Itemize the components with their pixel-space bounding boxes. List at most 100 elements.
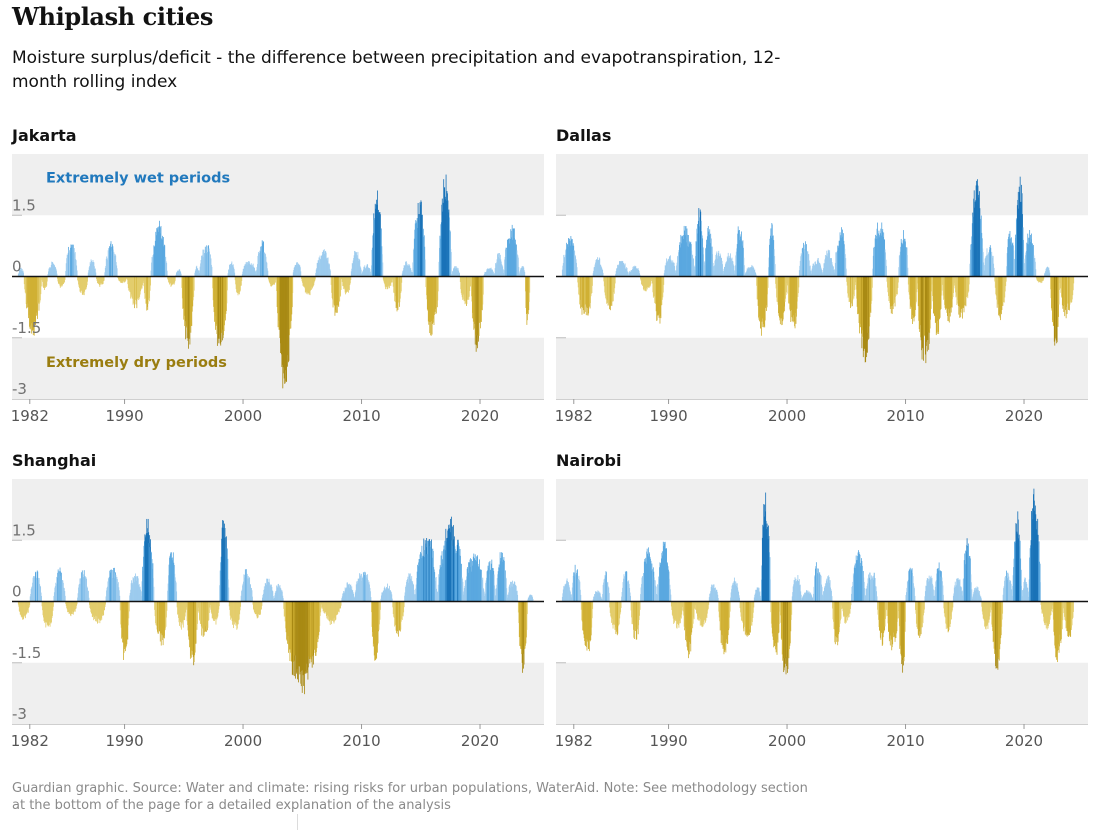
bar <box>829 580 831 602</box>
bar <box>38 578 40 602</box>
bar <box>649 276 651 287</box>
bar <box>1065 276 1067 319</box>
bar <box>854 276 856 291</box>
bar <box>607 276 609 301</box>
bar <box>482 276 484 305</box>
bar <box>507 238 509 277</box>
bar <box>648 547 649 602</box>
bar <box>187 276 188 334</box>
bar <box>195 601 196 644</box>
bar <box>886 601 887 610</box>
bar <box>392 276 394 287</box>
bar <box>225 537 226 602</box>
bar <box>261 601 262 610</box>
bar <box>830 587 831 602</box>
bar <box>689 601 691 644</box>
bar <box>1002 276 1004 306</box>
bar <box>802 596 804 602</box>
bar <box>694 269 695 277</box>
bar <box>532 598 534 602</box>
bar <box>183 601 185 620</box>
bar <box>404 266 406 277</box>
bar <box>1055 276 1057 337</box>
bar <box>1022 590 1023 602</box>
bar <box>170 552 172 602</box>
bar <box>778 276 779 314</box>
bar <box>749 268 751 277</box>
bar <box>678 250 680 277</box>
bar <box>428 539 430 602</box>
bar <box>964 553 966 602</box>
bar <box>712 254 713 277</box>
bar <box>105 265 107 277</box>
bar <box>582 601 584 631</box>
bar <box>1038 541 1040 602</box>
bar <box>483 591 485 602</box>
bar <box>150 270 152 277</box>
bar <box>1023 239 1024 277</box>
bar <box>414 223 416 277</box>
bar <box>989 601 991 613</box>
bar <box>960 276 962 318</box>
bar <box>440 555 442 602</box>
bar <box>448 524 450 602</box>
bar <box>81 276 83 291</box>
bar <box>417 202 419 277</box>
bar <box>457 268 459 277</box>
bar <box>309 276 310 294</box>
bar <box>458 546 460 602</box>
bar <box>345 589 346 602</box>
bar <box>244 577 246 602</box>
bar <box>472 276 474 322</box>
bar <box>905 595 907 602</box>
bar <box>1065 601 1066 621</box>
bar <box>439 565 441 602</box>
bar <box>705 247 707 277</box>
bar <box>120 601 122 628</box>
bar <box>490 563 492 602</box>
bar <box>837 601 839 646</box>
bar <box>332 276 333 300</box>
bar <box>797 276 799 297</box>
bar <box>1020 201 1022 277</box>
bar <box>296 262 297 277</box>
bar <box>860 276 862 334</box>
bar <box>598 591 600 602</box>
bar <box>117 582 119 602</box>
bar <box>496 262 497 277</box>
bar <box>350 584 352 602</box>
bar <box>598 259 600 277</box>
bar <box>360 269 362 277</box>
bar <box>297 601 299 679</box>
bar <box>34 577 36 602</box>
bar <box>141 276 143 289</box>
bar <box>73 601 75 613</box>
bar <box>289 276 290 336</box>
bar <box>969 556 971 602</box>
bar <box>801 248 803 277</box>
bar <box>1047 266 1048 277</box>
bar <box>801 254 803 277</box>
bar <box>1064 601 1066 620</box>
bar <box>620 601 622 608</box>
bar <box>1035 514 1037 602</box>
bar <box>479 559 480 602</box>
bar <box>96 276 98 281</box>
bar <box>55 268 57 277</box>
bar <box>402 271 404 277</box>
bar <box>186 276 188 339</box>
bar <box>353 597 355 602</box>
bar <box>766 528 768 602</box>
bar <box>413 238 415 277</box>
bar <box>699 601 701 626</box>
bar <box>726 256 728 277</box>
bar <box>724 601 726 644</box>
bar <box>697 220 699 277</box>
bar <box>844 254 846 277</box>
bar <box>851 587 853 602</box>
bar <box>1067 276 1069 304</box>
bar <box>205 250 207 277</box>
panel-title-dallas: Dallas <box>556 126 612 145</box>
bar <box>989 247 991 277</box>
bar <box>40 586 42 602</box>
